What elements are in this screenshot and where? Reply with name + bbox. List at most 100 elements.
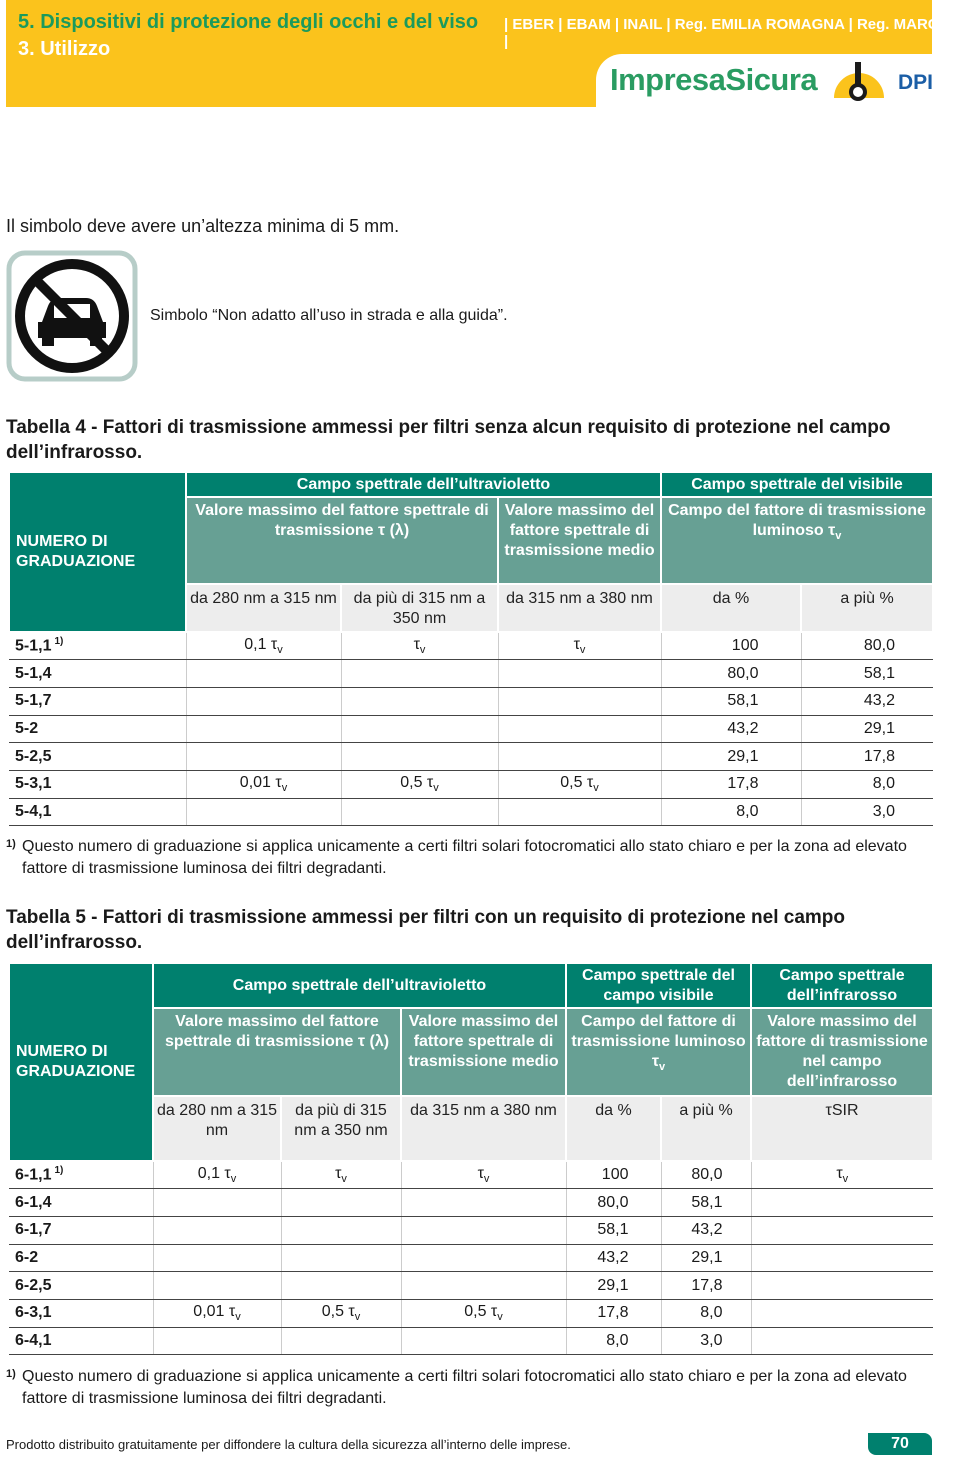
logo-key-ring (849, 83, 867, 101)
data-row: 6-2 43,2 29,1 (9, 1244, 934, 1273)
uv-cell: 0,1 τv (152, 1161, 281, 1190)
row-label-text: 5-3,1 (15, 775, 52, 793)
footnote-ref: 1) (54, 636, 64, 648)
row-label-text: 5-1,4 (15, 664, 52, 682)
data-row: 5-1,4 80,0 58,1 (9, 659, 933, 688)
data-row: 5-3,1 0,01 τv 0,5 τv 0,5 τv 17,8 8,0 (9, 770, 933, 799)
data-row: 5-1,1 1) 0,1 τv τv τv 100 80,0 (9, 632, 933, 661)
footnote-ref: 1) (54, 1165, 64, 1177)
to-cell: 80,0 (800, 632, 933, 661)
uv-cell (340, 687, 498, 716)
subheader-row: Valore massimo del fattore spettrale di … (9, 496, 934, 585)
row-label-text: 6-1,4 (15, 1193, 52, 1211)
row-label: 6-1,1 1) (9, 1161, 153, 1190)
logo-key (855, 62, 861, 90)
road-symbol (6, 250, 138, 382)
row-label-text: 5-1,1 (15, 637, 52, 655)
ir-cell (750, 1244, 934, 1273)
page-number: 70 (868, 1433, 932, 1455)
range-header: τSIR (750, 1095, 935, 1162)
symbol-caption: Simbolo “Non adatto all’uso in strada e … (150, 307, 508, 324)
to-cell: 43,2 (800, 687, 933, 716)
footnote: 1) Questo numero di graduazione si applic… (6, 836, 932, 880)
uv-cell (185, 659, 341, 688)
uv-cell (340, 798, 498, 827)
subgroup-header: Campo del fattore di trasmissione lumino… (564, 1007, 753, 1097)
from-cell: 8,0 (565, 1327, 661, 1356)
header-title: 5. Dispositivi di protezione degli occhi… (18, 11, 479, 33)
data-row: 6-1,1 1) 0,1 τv τv τv 100 80,0 τv (9, 1161, 934, 1190)
uv-cell (497, 659, 661, 688)
cell-subscript: v (419, 644, 426, 657)
caption-label: Tabella 4 - (6, 417, 98, 438)
row-label: 5-4,1 (9, 798, 186, 827)
data-table: NUMERO DI GRADUAZIONE Campo spettrale del… (8, 962, 935, 1356)
range-header: da % (565, 1095, 662, 1162)
footnote-text: Questo numero di graduazione si applica … (22, 838, 907, 877)
ir-cell (750, 1299, 934, 1328)
row-label: 6-2,5 (9, 1271, 153, 1300)
cell-subscript: v (483, 1173, 490, 1186)
from-cell: 29,1 (660, 742, 801, 771)
uv-cell: τv (400, 1161, 566, 1190)
uv-cell: 0,5 τv (400, 1299, 566, 1328)
group-header: Campo spettrale dell’ultravioletto (185, 471, 662, 498)
ir-cell: τv (750, 1161, 934, 1190)
uv-cell (280, 1188, 401, 1217)
range-header: da 315 nm a 380 nm (497, 583, 662, 633)
row-label: 6-4,1 (9, 1327, 153, 1356)
subgroup-header: Valore massimo del fattore spettrale di … (185, 496, 499, 585)
table-caption: Tabella 5 - Fattori di trasmissione amme… (6, 905, 932, 955)
data-row: 6-1,4 80,0 58,1 (9, 1188, 934, 1217)
logo: ImpresaSicura (610, 62, 818, 97)
uv-cell: 0,5 τv (497, 770, 661, 799)
range-header: da % (660, 583, 802, 633)
uv-cell: 0,5 τv (280, 1299, 401, 1328)
footnote-mark: 1) (6, 1368, 16, 1380)
uv-cell (340, 659, 498, 688)
row-label-text: 6-3,1 (15, 1304, 52, 1322)
ir-cell (750, 1216, 934, 1245)
cell-subscript: v (235, 1311, 241, 1324)
row-label-text: 6-1,7 (15, 1221, 52, 1239)
from-cell: 100 (565, 1161, 661, 1190)
range-row: da 280 nm a 315 nm da più di 315 nm a 350… (9, 1095, 935, 1162)
intro-text: Il simbolo deve avere un’altezza minima … (6, 216, 400, 236)
data-row: 6-3,1 0,01 τv 0,5 τv 0,5 τv 17,8 8,0 (9, 1299, 934, 1328)
cell-subscript: v (433, 782, 439, 795)
cell-text: τ (477, 1165, 484, 1182)
cell-text: 0,01 τ (193, 1303, 236, 1321)
range-header: a più % (659, 1095, 753, 1162)
cell-subscript: v (659, 1061, 666, 1074)
to-cell: 17,8 (800, 742, 933, 771)
data-table: NUMERO DI GRADUAZIONE Campo spettrale del… (8, 471, 934, 827)
to-cell: 8,0 (660, 1299, 752, 1328)
row-label-text: 5-2 (15, 719, 39, 737)
uv-cell (497, 715, 661, 744)
cell-text: τ (413, 636, 420, 653)
cell-text: 0,5 τ (464, 1303, 498, 1321)
from-cell: 43,2 (660, 715, 801, 744)
footer-text: Prodotto distribuito gratuitamente per d… (6, 1437, 571, 1452)
from-cell: 58,1 (565, 1216, 661, 1245)
uv-cell (400, 1244, 566, 1273)
cell-subscript: v (277, 644, 283, 657)
cell-text: 0,5 τ (560, 774, 594, 792)
row-label: 5-2 (9, 715, 186, 744)
uv-cell (152, 1216, 281, 1245)
row-label-text: 5-4,1 (15, 802, 52, 820)
subgroup-header: Campo del fattore di trasmissione lumino… (660, 496, 934, 585)
group-header: Campo spettrale del campo visibile (564, 962, 753, 1009)
from-cell: 58,1 (660, 687, 801, 716)
uv-cell: 0,5 τv (340, 770, 498, 799)
row-label: 5-1,1 1) (9, 632, 186, 661)
cell-text: 0,5 τ (400, 774, 434, 792)
to-cell: 58,1 (800, 659, 933, 688)
from-cell: 43,2 (565, 1244, 661, 1273)
header-sources: | EBER | EBAM | INAIL | Reg. EMILIA ROMA… (504, 16, 960, 50)
subgroup-header: Valore massimo del fattore spettrale di … (497, 496, 662, 585)
uv-cell (400, 1327, 566, 1356)
data-row: 5-2,5 29,1 17,8 (9, 742, 933, 771)
cell-subscript: v (341, 1173, 347, 1186)
cell-text: 0,01 τ (239, 774, 282, 792)
